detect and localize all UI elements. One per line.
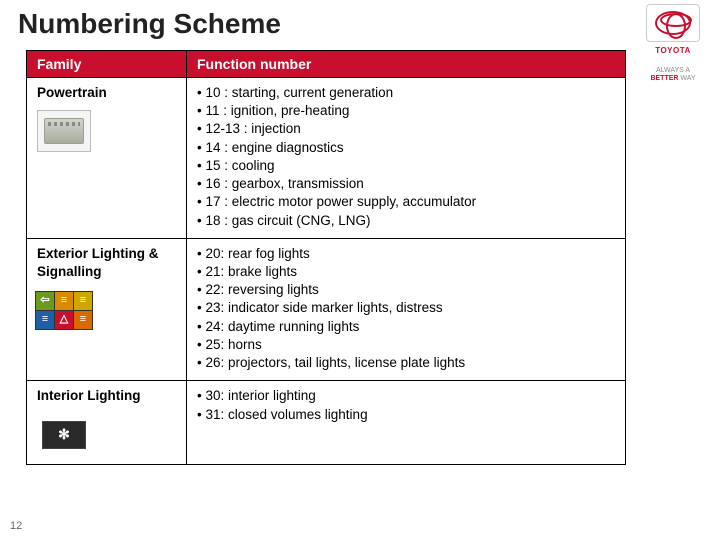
list-item: 14 : engine diagnostics	[197, 139, 615, 157]
function-cell: 10 : starting, current generation 11 : i…	[187, 78, 626, 239]
function-cell: 30: interior lighting 31: closed volumes…	[187, 381, 626, 464]
col-function: Function number	[187, 51, 626, 78]
page-number: 12	[10, 520, 22, 532]
powertrain-icon	[37, 110, 91, 152]
list-item: 30: interior lighting	[197, 387, 615, 405]
family-label: Interior Lighting	[37, 388, 141, 403]
table-row: Powertrain 10 : starting, current genera…	[27, 78, 626, 239]
list-item: 25: horns	[197, 336, 615, 354]
table-row: Exterior Lighting & Signalling ⇦≡≡ ≡△≡ 2…	[27, 238, 626, 381]
list-item: 16 : gearbox, transmission	[197, 175, 615, 193]
col-family: Family	[27, 51, 187, 78]
list-item: 12-13 : injection	[197, 120, 615, 138]
numbering-table: Family Function number Powertrain 10 : s…	[26, 50, 626, 465]
list-item: 31: closed volumes lighting	[197, 406, 615, 424]
brand-block: TOYOTA ALWAYS A BETTER WAY	[634, 4, 712, 82]
table-row: Interior Lighting ✻ 30: interior lightin…	[27, 381, 626, 464]
function-cell: 20: rear fog lights 21: brake lights 22:…	[187, 238, 626, 381]
toyota-logo-icon	[646, 4, 700, 42]
family-label: Powertrain	[37, 85, 107, 100]
brand-name: TOYOTA	[634, 46, 712, 55]
brand-tagline: ALWAYS A BETTER WAY	[634, 67, 712, 82]
list-item: 21: brake lights	[197, 263, 615, 281]
list-item: 22: reversing lights	[197, 281, 615, 299]
list-item: 20: rear fog lights	[197, 245, 615, 263]
list-item: 15 : cooling	[197, 157, 615, 175]
list-item: 23: indicator side marker lights, distre…	[197, 299, 615, 317]
exterior-lighting-icon: ⇦≡≡ ≡△≡	[37, 289, 91, 331]
table-header-row: Family Function number	[27, 51, 626, 78]
list-item: 24: daytime running lights	[197, 318, 615, 336]
list-item: 17 : electric motor power supply, accumu…	[197, 193, 615, 211]
list-item: 10 : starting, current generation	[197, 84, 615, 102]
page-title: Numbering Scheme	[0, 0, 720, 50]
list-item: 26: projectors, tail lights, license pla…	[197, 354, 615, 372]
family-cell: Interior Lighting ✻	[27, 381, 187, 464]
family-cell: Powertrain	[27, 78, 187, 239]
family-cell: Exterior Lighting & Signalling ⇦≡≡ ≡△≡	[27, 238, 187, 381]
list-item: 11 : ignition, pre-heating	[197, 102, 615, 120]
family-label: Exterior Lighting & Signalling	[37, 246, 159, 279]
interior-lighting-icon: ✻	[37, 414, 91, 456]
list-item: 18 : gas circuit (CNG, LNG)	[197, 212, 615, 230]
